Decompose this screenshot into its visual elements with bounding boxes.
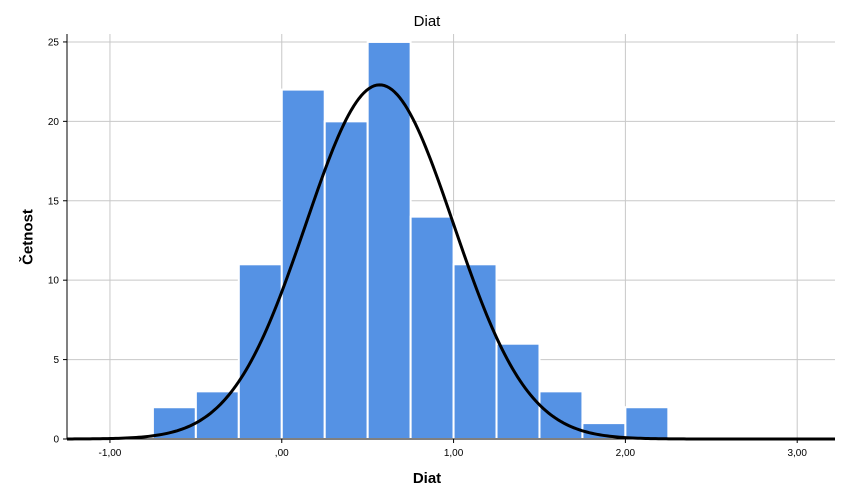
- x-tick-label: 1,00: [444, 448, 464, 459]
- histogram-bar: [624, 406, 670, 440]
- y-tick-label: 25: [48, 37, 60, 48]
- y-tick-label: 0: [53, 435, 59, 446]
- x-tick-label: -1,00: [99, 448, 122, 459]
- x-tick-label: 3,00: [787, 448, 807, 459]
- label-layer: 0 5 10 15 20 25 -1,00 ,00 1,00 2,00 3,00: [48, 37, 807, 459]
- histogram-bar: [409, 215, 455, 440]
- y-tick-label: 5: [53, 355, 59, 366]
- histogram-bar: [194, 390, 240, 440]
- histogram-bar: [538, 390, 584, 440]
- x-tick-label: ,00: [275, 448, 289, 459]
- histogram-bar: [323, 120, 369, 441]
- y-tick-label: 10: [48, 276, 60, 287]
- y-tick-label: 15: [48, 196, 60, 207]
- histogram-bar: [237, 263, 283, 441]
- chart-title: Diat: [413, 13, 441, 30]
- axis-layer: [63, 34, 835, 443]
- histogram-bar: [280, 88, 326, 441]
- bar-layer: [151, 40, 670, 441]
- histogram-bar: [495, 342, 541, 440]
- y-tick-label: 20: [48, 117, 60, 128]
- histogram-bar: [452, 263, 498, 441]
- x-axis-title: Diat: [412, 470, 442, 487]
- x-tick-label: 2,00: [616, 448, 636, 459]
